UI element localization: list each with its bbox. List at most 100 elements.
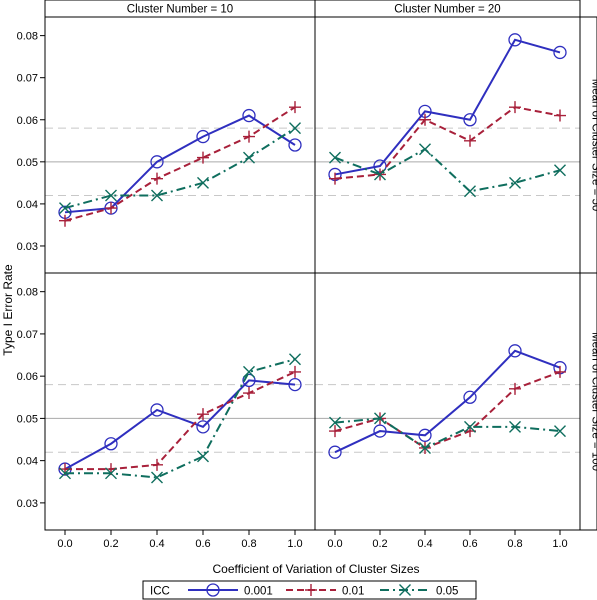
data-point-x — [289, 353, 301, 366]
data-point-plus — [197, 408, 209, 421]
data-point-circle — [242, 373, 256, 388]
data-point-x — [105, 467, 117, 480]
data-point-plus — [419, 113, 431, 126]
data-point-x — [289, 122, 301, 135]
column-strip-label: Cluster Number = 20 — [394, 4, 500, 16]
x-tick-label: 0.2 — [103, 538, 118, 550]
data-point-x — [59, 467, 71, 480]
legend-label: 0.001 — [244, 586, 273, 598]
series-line — [334, 417, 561, 450]
data-point-plus — [509, 101, 521, 114]
y-tick-label: 0.04 — [17, 456, 38, 468]
data-point-x — [554, 425, 566, 438]
panel-frame — [44, 16, 316, 274]
panel-frame — [314, 16, 581, 274]
series-line — [64, 127, 296, 210]
data-point-circle — [463, 390, 477, 404]
data-point-plus — [464, 134, 476, 147]
data-point-x — [509, 420, 521, 433]
panel — [45, 353, 315, 484]
y-axis-title: Type I Error Rate — [1, 264, 15, 356]
data-point-plus — [59, 214, 71, 227]
series-line — [334, 38, 561, 176]
data-point-x — [419, 441, 431, 454]
data-point-x — [197, 450, 209, 463]
x-axis-title: Coefficient of Variation of Cluster Size… — [213, 562, 420, 576]
data-point-circle — [463, 113, 477, 127]
data-point-x — [509, 176, 521, 189]
x-tick-label: 1.0 — [287, 538, 302, 550]
y-tick-label: 0.06 — [17, 371, 38, 383]
data-point-x — [329, 151, 341, 164]
data-point-plus — [305, 584, 317, 596]
row-strip-label: Mean of Cluster Size = 100 — [590, 332, 597, 471]
data-point-x — [151, 189, 163, 202]
data-point-plus — [509, 382, 521, 395]
data-point-x — [105, 189, 117, 202]
legend-label: 0.01 — [342, 586, 364, 598]
data-point-circle — [288, 138, 302, 152]
data-point-circle — [196, 129, 210, 144]
x-tick-label: 0.0 — [57, 538, 72, 550]
legend: ICC 0.001 0.01 0.05 — [142, 580, 477, 600]
series-line — [334, 349, 561, 454]
data-point-plus — [105, 202, 117, 215]
series-line — [334, 370, 561, 450]
data-point-x — [197, 176, 209, 189]
series-line — [65, 358, 296, 479]
data-point-plus — [243, 130, 255, 143]
legend-label: 0.05 — [436, 586, 458, 598]
data-point-circle — [418, 428, 432, 442]
data-point-x — [329, 416, 341, 429]
column-strip-label: Cluster Number = 10 — [127, 4, 233, 16]
x-tick-label: 0.6 — [462, 538, 477, 550]
data-point-x — [374, 412, 386, 425]
y-tick-label: 0.05 — [17, 157, 38, 169]
data-point-circle — [242, 108, 256, 123]
data-point-x — [243, 365, 255, 378]
series-line — [334, 147, 561, 193]
data-point-x — [554, 164, 566, 177]
data-point-circle — [508, 33, 522, 47]
data-point-circle — [373, 424, 387, 438]
data-point-circle — [150, 155, 164, 169]
panel — [315, 33, 580, 198]
x-tick-label: 0.4 — [417, 538, 432, 550]
data-point-plus — [289, 365, 301, 378]
series-line — [65, 371, 296, 471]
y-tick-label: 0.07 — [17, 73, 38, 85]
data-point-x — [59, 202, 71, 215]
data-point-plus — [197, 151, 209, 164]
panel — [45, 101, 315, 227]
data-point-circle — [328, 445, 342, 459]
data-point-circle — [206, 583, 220, 597]
y-tick-label: 0.08 — [17, 287, 38, 299]
legend-title: ICC — [150, 586, 170, 598]
series-line — [334, 106, 561, 180]
data-point-plus — [151, 172, 163, 185]
y-tick-label: 0.06 — [17, 115, 38, 127]
data-point-x — [151, 471, 163, 484]
row-strip-label: Mean of Cluster Size = 50 — [590, 79, 597, 212]
data-point-circle — [150, 403, 164, 417]
data-point-circle — [104, 437, 118, 451]
data-point-plus — [329, 172, 341, 185]
data-point-x — [399, 584, 411, 596]
data-point-x — [464, 420, 476, 433]
x-tick-label: 0.8 — [507, 538, 522, 550]
data-point-x — [419, 143, 431, 156]
x-tick-label: 0.0 — [327, 538, 342, 550]
data-point-plus — [151, 458, 163, 471]
y-tick-label: 0.03 — [17, 241, 38, 253]
x-tick-label: 0.8 — [241, 538, 256, 550]
data-point-plus — [329, 425, 341, 438]
data-point-circle — [196, 420, 210, 434]
y-tick-label: 0.04 — [17, 199, 38, 211]
panel-frame — [44, 272, 316, 531]
data-point-circle — [508, 344, 522, 358]
data-point-plus — [554, 365, 566, 378]
x-tick-label: 0.2 — [372, 538, 387, 550]
data-point-plus — [289, 101, 301, 114]
series-line — [64, 379, 296, 470]
